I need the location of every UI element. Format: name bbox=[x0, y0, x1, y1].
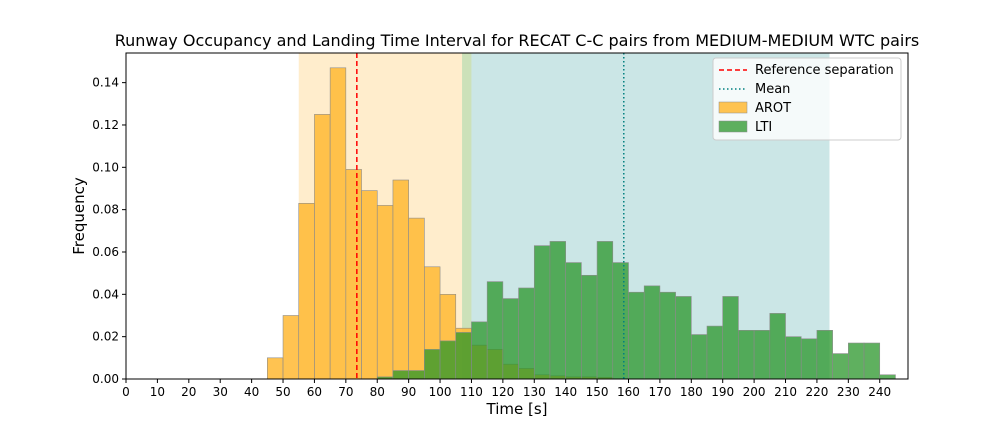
reference-lines bbox=[356, 53, 625, 379]
plot-frame bbox=[125, 52, 909, 380]
arot-bar bbox=[345, 169, 362, 380]
histogram-bars bbox=[267, 67, 896, 380]
arot-bar bbox=[376, 205, 394, 380]
lti-bar bbox=[832, 353, 849, 380]
legend-reference-separation-label: Reference separation bbox=[755, 63, 894, 78]
lti-bar bbox=[879, 374, 896, 380]
lti-bar bbox=[675, 296, 692, 380]
lti-bar bbox=[455, 332, 472, 380]
x-tick-label: 20 bbox=[181, 385, 196, 399]
y-tick-label: 0.12 bbox=[92, 118, 119, 132]
x-tick-label: 230 bbox=[837, 385, 860, 399]
y-tick-label: 0.08 bbox=[92, 203, 119, 217]
lti-bar bbox=[549, 241, 566, 380]
y-tick-label: 0.04 bbox=[92, 287, 119, 301]
y-tick-label: 0.06 bbox=[92, 245, 119, 259]
x-tick-label: 160 bbox=[617, 385, 640, 399]
x-tick-label: 220 bbox=[805, 385, 828, 399]
y-tick-label: 0.10 bbox=[92, 160, 119, 174]
x-tick-label: 70 bbox=[338, 385, 353, 399]
x-tick-label: 30 bbox=[213, 385, 228, 399]
arot-bar bbox=[282, 315, 300, 380]
lti-bar bbox=[863, 342, 881, 380]
lti-bar bbox=[800, 338, 818, 380]
x-tick-label: 50 bbox=[275, 385, 290, 399]
x-tick-label: 140 bbox=[554, 385, 577, 399]
x-tick-label: 130 bbox=[523, 385, 546, 399]
legend-lti-label: LTI bbox=[755, 120, 772, 135]
lti-bar bbox=[533, 245, 551, 380]
lti-bar bbox=[439, 340, 457, 380]
x-axis-title: Time [s] bbox=[486, 400, 548, 418]
lti-bar bbox=[816, 330, 833, 380]
y-axis-title: Frequency bbox=[70, 177, 88, 255]
lti-bar bbox=[753, 330, 771, 380]
lti-bar bbox=[581, 274, 598, 380]
x-tick-label: 190 bbox=[711, 385, 734, 399]
arot-bar bbox=[361, 190, 378, 380]
x-tick-label: 170 bbox=[648, 385, 671, 399]
lti-bar bbox=[471, 321, 488, 380]
y-tick-label: 0.00 bbox=[92, 372, 119, 386]
lti-bar bbox=[706, 325, 724, 380]
y-tick-label: 0.14 bbox=[92, 76, 119, 90]
x-tick-label: 110 bbox=[460, 385, 483, 399]
lti-bar bbox=[424, 349, 441, 380]
x-tick-label: 120 bbox=[491, 385, 514, 399]
arot-bar bbox=[392, 179, 409, 380]
x-tick-label: 180 bbox=[680, 385, 703, 399]
legend-arot-swatch bbox=[718, 101, 748, 114]
lti-bar bbox=[565, 262, 582, 380]
x-tick-label: 0 bbox=[122, 385, 130, 399]
arot-bar bbox=[267, 357, 284, 380]
axes: 0 10 20 30 40 50 60 70 80 90 100 110 120 130 140 150 160… bbox=[92, 76, 891, 399]
lti-bar bbox=[769, 313, 786, 380]
lti-bar bbox=[596, 241, 614, 380]
lti-bar bbox=[738, 330, 755, 380]
x-tick-label: 150 bbox=[586, 385, 609, 399]
arot-bar bbox=[408, 217, 425, 380]
x-tick-label: 40 bbox=[244, 385, 259, 399]
x-tick-label: 10 bbox=[150, 385, 165, 399]
lti-bar bbox=[659, 291, 676, 380]
lti-bar bbox=[518, 287, 535, 380]
lti-bar bbox=[392, 370, 409, 380]
lti-bar bbox=[628, 291, 645, 380]
x-tick-label: 210 bbox=[774, 385, 797, 399]
lti-bar bbox=[848, 342, 865, 380]
x-tick-label: 100 bbox=[429, 385, 452, 399]
lti-bar bbox=[722, 296, 739, 380]
lti-bar bbox=[408, 370, 425, 380]
shaded-region-1 bbox=[462, 53, 472, 379]
lti-bar bbox=[691, 334, 708, 380]
chart-title: Runway Occupancy and Landing Time Interv… bbox=[115, 31, 920, 50]
lti-bar bbox=[643, 285, 661, 380]
lti-bar bbox=[612, 262, 629, 380]
legend-lti-swatch bbox=[718, 120, 748, 133]
lti-bar bbox=[502, 298, 519, 380]
x-tick-label: 240 bbox=[868, 385, 891, 399]
lti-bar bbox=[486, 281, 504, 380]
x-tick-label: 60 bbox=[307, 385, 322, 399]
lti-bar bbox=[785, 336, 802, 380]
legend-box bbox=[712, 57, 902, 141]
x-tick-label: 90 bbox=[401, 385, 416, 399]
y-tick-label: 0.02 bbox=[92, 330, 119, 344]
x-tick-label: 80 bbox=[370, 385, 385, 399]
legend-arot-label: AROT bbox=[755, 101, 791, 116]
legend-mean-label: Mean bbox=[755, 82, 790, 97]
arot-bar bbox=[314, 114, 331, 380]
arot-bar bbox=[329, 67, 347, 380]
x-tick-label: 200 bbox=[743, 385, 766, 399]
legend: Reference separation Mean AROT LTI bbox=[712, 57, 902, 141]
arot-bar bbox=[298, 202, 315, 380]
